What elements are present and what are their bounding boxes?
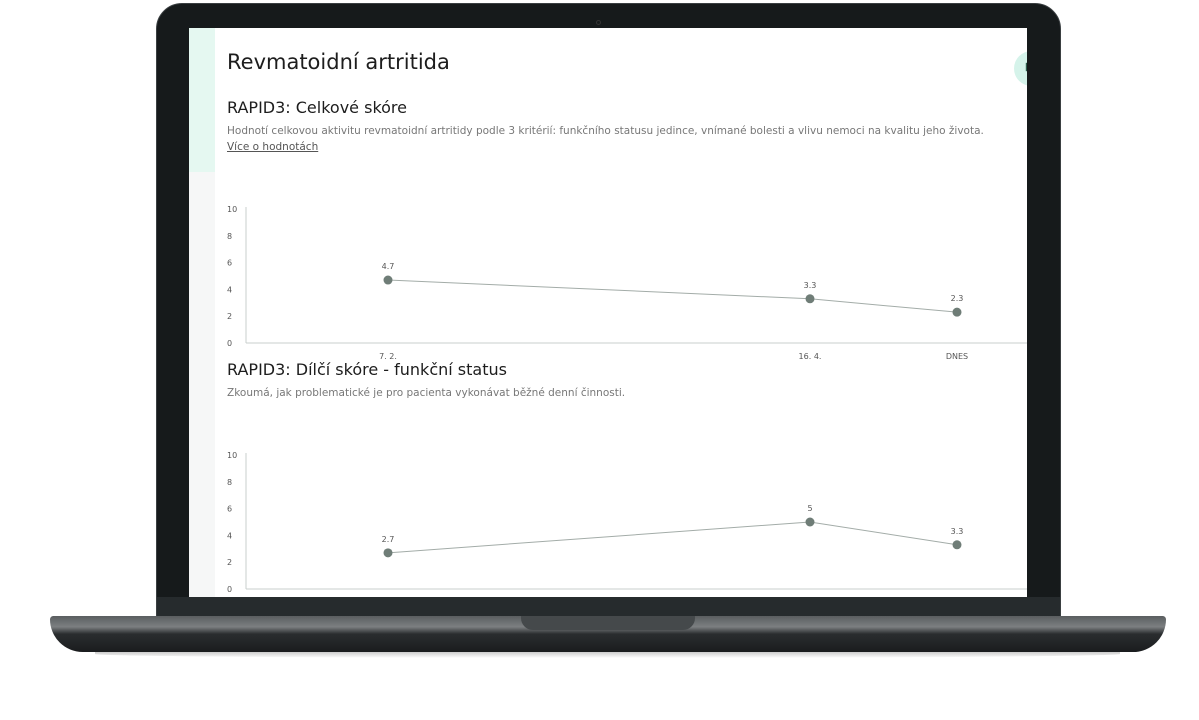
- data-point: [952, 540, 962, 550]
- y-tick-label: 8: [227, 232, 232, 241]
- data-label: 2.3: [951, 294, 964, 303]
- sidebar-strip-active: [189, 28, 215, 172]
- section-title: RAPID3: Dílčí skóre - funkční status: [227, 360, 507, 379]
- laptop-shadow: [95, 650, 1120, 658]
- data-point: [805, 294, 815, 304]
- data-label: 3.3: [951, 527, 964, 536]
- data-label: 5: [807, 504, 812, 513]
- x-tick-label: 7. 2.: [379, 352, 397, 361]
- data-point: [383, 548, 393, 558]
- data-point: [952, 307, 962, 317]
- section-description: Zkoumá, jak problematické je pro pacient…: [227, 387, 626, 399]
- screen: Revmatoidní artritida RAPID3: Celkové sk…: [189, 28, 1027, 597]
- line-chart-total-score: 0 2 4 6 8 10 7. 2. 16. 4. DNES 4.7 3.3 2.3: [227, 205, 1027, 361]
- page-title: Revmatoidní artritida: [227, 50, 450, 74]
- y-tick-label: 4: [227, 531, 232, 540]
- y-tick-label: 4: [227, 285, 232, 294]
- y-tick-label: 0: [227, 339, 232, 348]
- laptop-notch: [521, 616, 695, 630]
- y-tick-label: 10: [227, 205, 237, 214]
- y-tick-label: 2: [227, 558, 232, 567]
- data-label: 3.3: [804, 281, 817, 290]
- section-description: Hodnotí celkovou aktivitu revmatoidní ar…: [227, 125, 984, 137]
- x-tick-label: 16. 4.: [799, 352, 822, 361]
- data-label: 4.7: [382, 262, 395, 271]
- data-label: 2.7: [382, 535, 395, 544]
- y-tick-label: 0: [227, 585, 232, 594]
- copy-icon: [1025, 62, 1027, 71]
- y-tick-label: 8: [227, 478, 232, 487]
- y-tick-label: 6: [227, 259, 232, 268]
- y-tick-label: 10: [227, 451, 237, 460]
- series-line: [387, 521, 958, 554]
- more-about-values-link[interactable]: Více o hodnotách: [227, 141, 319, 153]
- x-tick-label: DNES: [946, 352, 968, 361]
- y-tick-label: 6: [227, 505, 232, 514]
- copy-button[interactable]: [1014, 51, 1027, 86]
- data-point: [383, 275, 393, 285]
- laptop-chin: [157, 597, 1060, 618]
- camera-icon: [596, 20, 601, 25]
- section-title: RAPID3: Celkové skóre: [227, 98, 407, 117]
- data-point: [805, 517, 815, 527]
- y-tick-label: 2: [227, 312, 232, 321]
- series-line: [387, 279, 958, 313]
